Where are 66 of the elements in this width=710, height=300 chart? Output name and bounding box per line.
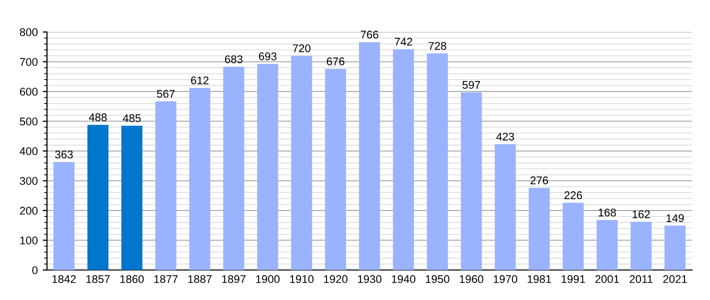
- data-label: 766: [360, 30, 378, 39]
- bar: [53, 162, 74, 270]
- data-label: 276: [530, 176, 548, 184]
- x-tick-label: 1950: [426, 275, 450, 284]
- data-label: 485: [122, 114, 141, 122]
- y-tick-label: 700: [20, 58, 38, 66]
- bar: [358, 42, 380, 270]
- bar: [121, 126, 142, 270]
- bar: [528, 188, 550, 270]
- x-tick-label: 1981: [528, 275, 552, 284]
- x-tick-label: 1887: [188, 275, 212, 284]
- data-label: 683: [225, 55, 242, 64]
- data-label: 676: [326, 57, 344, 66]
- data-label: 423: [496, 132, 514, 141]
- bar: [664, 226, 686, 270]
- data-label: 728: [428, 42, 446, 50]
- bar: [189, 88, 210, 270]
- bar: [392, 49, 414, 270]
- y-tick-label: 400: [20, 147, 38, 156]
- bar: [155, 101, 176, 270]
- bar: [325, 68, 346, 270]
- bar: [630, 222, 652, 270]
- data-label: 149: [666, 214, 684, 222]
- x-tick-label: 1860: [120, 275, 144, 284]
- y-tick-label: 600: [20, 88, 38, 96]
- data-label: 693: [258, 52, 276, 60]
- data-label: 597: [462, 80, 480, 89]
- bar: [291, 56, 312, 270]
- data-label: 363: [55, 150, 73, 158]
- y-tick-label: 0: [32, 266, 38, 274]
- data-label: 226: [564, 191, 582, 200]
- data-label: 168: [598, 208, 616, 216]
- x-tick-label: 1991: [562, 275, 585, 284]
- bar: [426, 53, 448, 270]
- x-tick-label: 1910: [290, 275, 314, 284]
- x-tick-label: 1940: [392, 275, 416, 284]
- y-tick-label: 500: [20, 118, 38, 126]
- data-label: 488: [88, 113, 107, 122]
- bar: [562, 202, 584, 270]
- x-tick-label: 1970: [494, 275, 518, 284]
- x-tick-label: 2021: [663, 275, 687, 284]
- y-tick-label: 200: [20, 206, 38, 215]
- x-tick-label: 1877: [154, 275, 178, 284]
- data-label: 162: [632, 210, 650, 218]
- x-tick-label: 2001: [595, 275, 619, 284]
- bar: [596, 220, 618, 270]
- x-tick-label: 1960: [460, 275, 484, 284]
- bar: [223, 66, 244, 270]
- bar: [494, 144, 516, 270]
- x-tick-label: 1920: [324, 275, 348, 284]
- bar: [87, 124, 108, 270]
- data-label: 720: [292, 44, 310, 52]
- x-tick-label: 1930: [358, 275, 382, 284]
- data-label: 742: [394, 38, 412, 46]
- bar: [257, 64, 278, 270]
- y-tick-label: 100: [20, 236, 38, 244]
- y-tick-label: 300: [20, 177, 38, 185]
- x-tick-label: 1897: [222, 275, 246, 284]
- x-tick-label: 1842: [52, 275, 76, 284]
- y-tick-label: 800: [20, 28, 38, 36]
- bar: [460, 92, 482, 270]
- data-label: 612: [191, 76, 208, 84]
- data-label: 567: [156, 90, 175, 98]
- x-tick-label: 2011: [630, 275, 652, 284]
- x-tick-label: 1900: [256, 275, 280, 284]
- x-tick-label: 1857: [86, 275, 110, 284]
